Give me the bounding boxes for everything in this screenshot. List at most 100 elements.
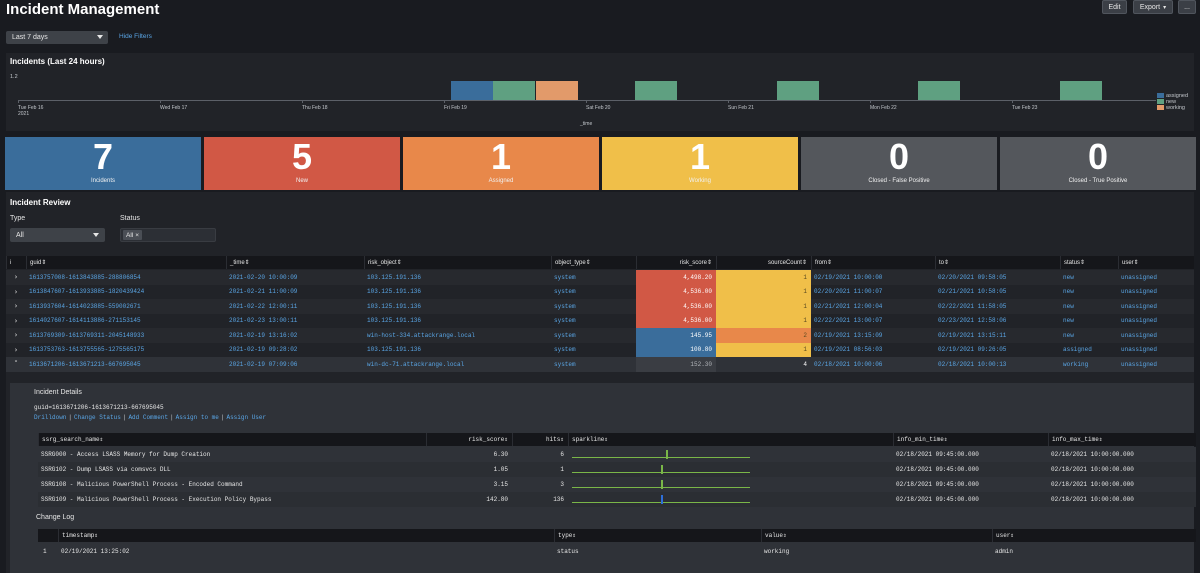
expand-row-icon[interactable]: › (14, 331, 18, 340)
cell-to[interactable]: 02/18/2021 10:00:13 (938, 360, 1007, 368)
cell-time[interactable]: 2021-02-19 13:16:02 (229, 331, 298, 339)
cell-status[interactable]: new (1063, 331, 1074, 339)
cell-to[interactable]: 02/19/2021 09:26:05 (938, 346, 1007, 354)
column-header-info-min-time[interactable]: info_min_time ⇕ (893, 433, 1048, 446)
action-drilldown-link[interactable]: Drilldown (34, 414, 67, 421)
cell-object-type[interactable]: system (554, 346, 576, 354)
timeline-bar-new[interactable] (493, 81, 535, 100)
action-change-status-link[interactable]: Change Status (74, 414, 121, 421)
single-value-new[interactable]: 5 New (204, 137, 400, 190)
action-assign-user-link[interactable]: Assign User (226, 414, 267, 421)
single-value-closed-false-positive[interactable]: 0 Closed - False Positive (801, 137, 997, 190)
column-header-value[interactable]: value ⇕ (761, 529, 992, 542)
cell-object-type[interactable]: system (554, 273, 576, 281)
cell-guid[interactable]: 1614027607-1614113886-271153145 (29, 317, 141, 325)
table-row[interactable]: ˅ 1613671206-1613671213-667695045 2021-02-… (6, 357, 1194, 372)
column-header-status[interactable]: status ⇕ (1060, 256, 1118, 269)
table-row[interactable]: › 1613937604-1614023885-559002671 2021-02-… (6, 299, 1194, 314)
cell-risk-object[interactable]: 103.125.191.136 (367, 346, 422, 354)
column-header-sparkline[interactable]: sparkline ⇕ (568, 433, 893, 446)
cell-guid[interactable]: 1613769309-1613769311-2045148933 (29, 331, 145, 339)
expand-row-icon[interactable]: › (14, 302, 18, 311)
cell-to[interactable]: 02/19/2021 13:15:11 (938, 331, 1007, 339)
cell-user[interactable]: unassigned (1121, 273, 1158, 281)
cell-guid[interactable]: 1613847607-1613933885-1820439424 (29, 288, 145, 296)
cell-user[interactable]: unassigned (1121, 302, 1158, 310)
cell-status[interactable]: new (1063, 288, 1074, 296)
column-header-sourceCount[interactable]: sourceCount ⇕ (716, 256, 811, 269)
cell-status[interactable]: new (1063, 317, 1074, 325)
cell-user[interactable]: unassigned (1121, 346, 1158, 354)
single-value-incidents[interactable]: 7 Incidents (5, 137, 201, 190)
timeline-bar-new[interactable] (1060, 81, 1102, 100)
cell-status[interactable]: working (1063, 360, 1089, 368)
timeline-bar-new[interactable] (777, 81, 819, 100)
cell-from[interactable]: 02/19/2021 10:00:00 (814, 273, 883, 281)
time-range-select[interactable]: Last 7 days (6, 31, 108, 44)
more-button[interactable]: ... (1178, 0, 1196, 14)
export-button[interactable]: Export ▾ (1133, 0, 1173, 14)
expand-row-icon[interactable]: › (14, 345, 18, 354)
timeline-bar-new[interactable] (635, 81, 677, 100)
column-header-guid[interactable]: guid ⇕ (26, 256, 226, 269)
cell-from[interactable]: 02/20/2021 11:00:07 (814, 288, 883, 296)
column-header-from[interactable]: from ⇕ (811, 256, 935, 269)
cell-from[interactable]: 02/19/2021 13:15:09 (814, 331, 883, 339)
cell-risk-object[interactable]: 103.125.191.136 (367, 288, 422, 296)
remove-chip-icon[interactable]: × (135, 231, 140, 239)
column-header-hits[interactable]: hits ⇕ (512, 433, 568, 446)
cell-guid[interactable]: 1613937604-1614023885-559002671 (29, 302, 141, 310)
cell-time[interactable]: 2021-02-22 12:00:11 (229, 302, 298, 310)
cell-status[interactable]: new (1063, 302, 1074, 310)
table-row[interactable]: › 1613847607-1613933885-1820439424 2021-02… (6, 284, 1194, 299)
column-header-type[interactable]: type ⇕ (554, 529, 761, 542)
collapse-row-icon[interactable]: ˅ (14, 360, 18, 369)
column-header-user[interactable]: user ⇕ (1118, 256, 1194, 269)
single-value-closed-true-positive[interactable]: 0 Closed - True Positive (1000, 137, 1196, 190)
cell-time[interactable]: 2021-02-19 07:09:06 (229, 360, 298, 368)
column-header--time[interactable]: _time ⇕ (226, 256, 364, 269)
cell-from[interactable]: 02/22/2021 13:00:07 (814, 317, 883, 325)
cell-guid[interactable]: 1613671206-1613671213-667695045 (29, 360, 141, 368)
column-header-to[interactable]: to ⇕ (935, 256, 1060, 269)
cell-to[interactable]: 02/22/2021 11:58:05 (938, 302, 1007, 310)
status-filter-chip[interactable]: All × (123, 230, 143, 240)
action-assign-to-me-link[interactable]: Assign to me (175, 414, 219, 421)
column-header-risk-score[interactable]: risk_score ⇕ (636, 256, 716, 269)
cell-risk-object[interactable]: win-dc-71.attackrange.local (367, 360, 465, 368)
column-header-user[interactable]: user ⇕ (992, 529, 1196, 542)
cell-risk-object[interactable]: 103.125.191.136 (367, 273, 422, 281)
cell-object-type[interactable]: system (554, 288, 576, 296)
timeline-bar-working[interactable] (536, 81, 578, 100)
cell-to[interactable]: 02/21/2021 10:58:05 (938, 288, 1007, 296)
cell-risk-object[interactable]: 103.125.191.136 (367, 302, 422, 310)
cell-object-type[interactable]: system (554, 302, 576, 310)
column-header-risk-object[interactable]: risk_object ⇕ (364, 256, 551, 269)
status-filter-multiselect[interactable]: All × (120, 228, 216, 242)
cell-status[interactable]: new (1063, 273, 1074, 281)
single-value-assigned[interactable]: 1 Assigned (403, 137, 599, 190)
column-header-risk-score[interactable]: risk_score ⇕ (426, 433, 512, 446)
table-row[interactable]: › 1613757008-1613843885-288806854 2021-02-… (6, 270, 1194, 285)
expand-row-icon[interactable]: › (14, 273, 18, 282)
type-filter-select[interactable]: All (10, 228, 105, 242)
timeline-bar-assigned[interactable] (451, 81, 493, 100)
expand-row-icon[interactable]: › (14, 287, 18, 296)
table-row[interactable]: › 1613769309-1613769311-2045148933 2021-02… (6, 328, 1194, 343)
column-header-info-max-time[interactable]: info_max_time ⇕ (1048, 433, 1196, 446)
cell-guid[interactable]: 1613753763-1613755565-1275565175 (29, 346, 145, 354)
cell-time[interactable]: 2021-02-21 11:00:09 (229, 288, 298, 296)
cell-user[interactable]: unassigned (1121, 331, 1158, 339)
table-row[interactable]: › 1613753763-1613755565-1275565175 2021-02… (6, 342, 1194, 357)
cell-from[interactable]: 02/18/2021 10:00:06 (814, 360, 883, 368)
cell-from[interactable]: 02/21/2021 12:00:04 (814, 302, 883, 310)
cell-object-type[interactable]: system (554, 317, 576, 325)
column-header-i[interactable]: i (6, 256, 26, 269)
cell-user[interactable]: unassigned (1121, 360, 1158, 368)
action-add-comment-link[interactable]: Add Comment (128, 414, 169, 421)
cell-user[interactable]: unassigned (1121, 288, 1158, 296)
table-row[interactable]: › 1614027607-1614113886-271153145 2021-02-… (6, 313, 1194, 328)
column-header-object-type[interactable]: object_type ⇕ (551, 256, 636, 269)
cell-status[interactable]: assigned (1063, 346, 1092, 354)
cell-time[interactable]: 2021-02-19 09:28:02 (229, 346, 298, 354)
